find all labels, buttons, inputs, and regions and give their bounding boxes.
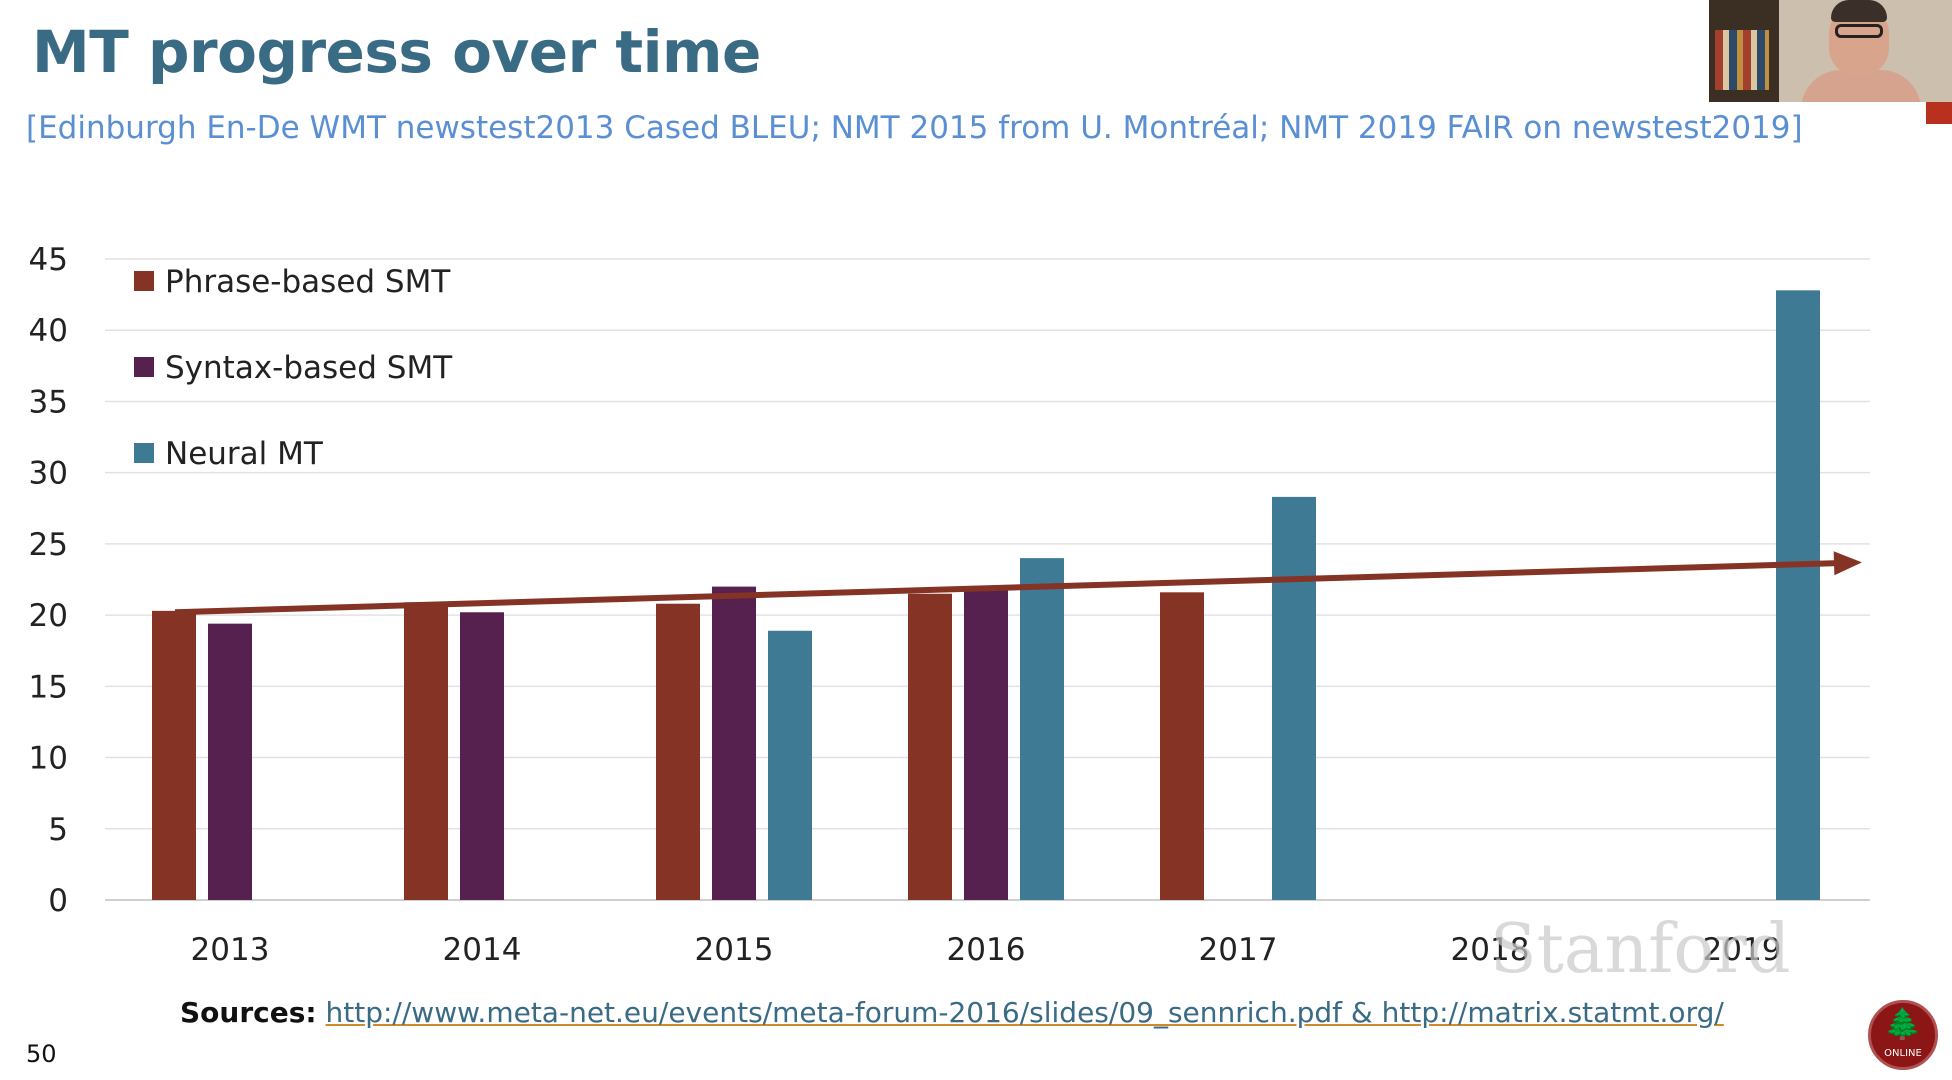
bar-syntax-based-smt-2014 xyxy=(460,612,504,900)
sources-line: Sources: http://www.meta-net.eu/events/m… xyxy=(180,996,1724,1029)
bar-syntax-based-smt-2015 xyxy=(712,586,756,900)
bar-phrase-based-smt-2013 xyxy=(152,610,196,900)
chart-bars xyxy=(152,290,1820,900)
x-tick-label: 2015 xyxy=(695,932,774,968)
stanford-seal-icon: 🌲 ONLINE xyxy=(1868,1000,1938,1070)
bar-syntax-based-smt-2016 xyxy=(964,586,1008,900)
legend-swatch xyxy=(134,443,154,463)
bar-neural-mt-2017 xyxy=(1272,496,1316,900)
bar-phrase-based-smt-2014 xyxy=(404,602,448,900)
x-tick-label: 2018 xyxy=(1451,932,1530,968)
x-axis-ticks: 2013 2014 2015 2016 2017 2018 2019 xyxy=(191,932,1782,968)
stanford-watermark: Stanford xyxy=(1490,910,1791,989)
bar-neural-mt-2019 xyxy=(1776,290,1820,900)
y-tick-label: 30 xyxy=(29,456,68,492)
legend-label: Phrase-based SMT xyxy=(165,264,451,300)
trend-line xyxy=(174,559,1843,616)
y-tick-label: 45 xyxy=(29,242,68,278)
trend-arrowhead xyxy=(1833,551,1862,576)
legend-label: Syntax-based SMT xyxy=(165,350,453,386)
y-tick-label: 10 xyxy=(29,741,68,777)
slide-title: MT progress over time xyxy=(32,18,761,86)
bar-phrase-based-smt-2015 xyxy=(656,603,700,900)
bar-neural-mt-2016 xyxy=(1020,558,1064,900)
seal-text: ONLINE xyxy=(1884,1048,1922,1059)
y-tick-label: 5 xyxy=(48,812,68,848)
bar-syntax-based-smt-2013 xyxy=(208,623,252,900)
y-tick-label: 25 xyxy=(29,527,68,563)
y-tick-label: 40 xyxy=(29,313,68,349)
x-tick-label: 2013 xyxy=(191,932,270,968)
video-border-tab xyxy=(1926,102,1952,124)
sources-label: Sources: xyxy=(180,996,317,1029)
y-tick-label: 0 xyxy=(48,883,68,919)
slide-subtitle: [Edinburgh En-De WMT newstest2013 Cased … xyxy=(26,110,1803,146)
bar-neural-mt-2015 xyxy=(768,630,812,900)
y-tick-label: 15 xyxy=(29,669,68,705)
y-tick-label: 20 xyxy=(29,598,68,634)
chart-legend: Phrase-based SMT Syntax-based SMT Neural M… xyxy=(134,264,453,472)
slide-number: 50 xyxy=(26,1040,57,1068)
sources-link[interactable]: http://www.meta-net.eu/events/meta-forum… xyxy=(325,996,1724,1029)
x-tick-label: 2019 xyxy=(1703,932,1782,968)
bar-phrase-based-smt-2016 xyxy=(908,593,952,900)
bar-phrase-based-smt-2017 xyxy=(1160,592,1204,900)
x-tick-label: 2016 xyxy=(947,932,1026,968)
trend-arrow xyxy=(174,551,1862,616)
x-tick-label: 2017 xyxy=(1199,932,1278,968)
legend-label: Neural MT xyxy=(165,436,324,472)
x-tick-label: 2014 xyxy=(443,932,522,968)
presenter-video-icon xyxy=(1709,0,1952,102)
y-tick-label: 35 xyxy=(29,384,68,420)
legend-swatch xyxy=(134,357,154,377)
y-axis-ticks: 0 5 10 15 20 25 30 35 40 45 xyxy=(29,242,68,919)
legend-swatch xyxy=(134,271,154,291)
chart-gridlines xyxy=(105,258,1870,901)
